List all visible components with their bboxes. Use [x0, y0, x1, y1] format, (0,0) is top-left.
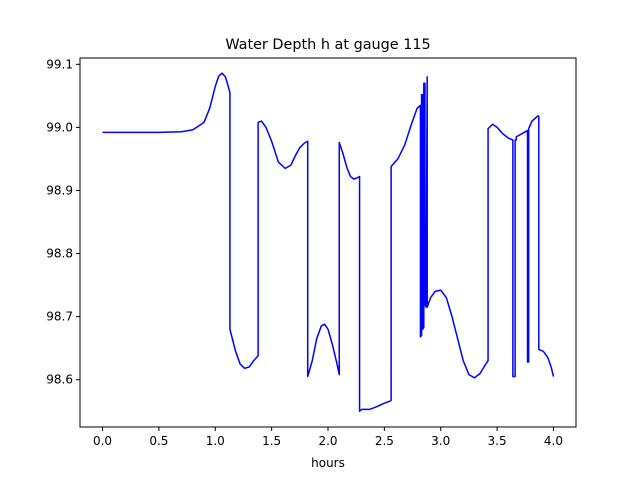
x-tick-label: 2.5	[375, 434, 394, 448]
x-tick-label: 0.0	[93, 434, 112, 448]
series-line	[102, 72, 555, 412]
x-tick-label: 0.5	[149, 434, 168, 448]
y-axis: 98.6 98.7 98.8 98.9 99.0 99.1	[46, 57, 80, 387]
x-tick-label: 1.5	[262, 434, 281, 448]
series-layer	[102, 72, 555, 412]
x-tick-label: 3.5	[488, 434, 507, 448]
y-tick-label: 98.8	[46, 247, 73, 261]
x-axis-label: hours	[311, 456, 345, 470]
y-tick-label: 98.7	[46, 310, 73, 324]
y-tick-label: 99.1	[46, 57, 73, 71]
x-tick-label: 4.0	[544, 434, 563, 448]
x-tick-label: 2.0	[318, 434, 337, 448]
y-tick-label: 98.9	[46, 183, 73, 197]
plot-area-frame	[79, 57, 577, 428]
y-tick-label: 99.0	[46, 120, 73, 134]
y-tick-label: 98.6	[46, 373, 73, 387]
x-tick-label: 1.0	[206, 434, 225, 448]
chart-title: Water Depth h at gauge 115	[225, 37, 430, 53]
x-tick-label: 3.0	[431, 434, 450, 448]
x-axis: 0.0 0.5 1.0 1.5 2.0 2.5 3.0 3.5 4.0	[93, 427, 563, 448]
